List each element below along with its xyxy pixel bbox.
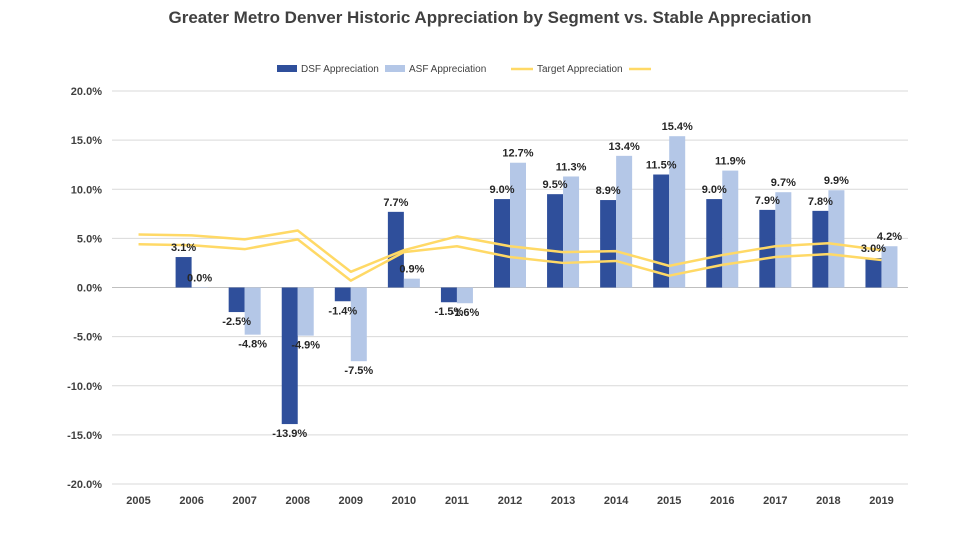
data-label: -1.4% (328, 305, 357, 317)
x-tick-label: 2019 (869, 495, 893, 507)
asf-bar (456, 287, 473, 304)
asf-bar (563, 176, 580, 288)
data-labels: 3.1% -2.5% -13.9% -1.4% 7.7% -1.5% 9.0% 9.5% 8.9… (171, 121, 902, 440)
dsf-bar (812, 210, 829, 288)
legend-swatch (277, 65, 297, 72)
lines (138, 229, 882, 282)
asf-bar (510, 162, 526, 288)
data-label: -1.6% (451, 307, 480, 319)
y-tick-label: -15.0% (67, 430, 102, 442)
data-label: 11.9% (715, 156, 746, 168)
asf-bar (616, 155, 633, 288)
x-tick-label: 2005 (126, 495, 150, 507)
x-tick-label: 2012 (498, 495, 522, 507)
data-label: 7.8% (808, 196, 833, 208)
x-tick-label: 2007 (232, 495, 256, 507)
asf-bar (350, 287, 367, 362)
y-tick-label: -10.0% (67, 381, 102, 393)
y-tick-label: -5.0% (73, 332, 102, 344)
legend-label: DSF Appreciation (301, 64, 379, 75)
data-label: 12.7% (502, 148, 533, 160)
dsf-bar (228, 287, 245, 313)
dsf-bar (175, 257, 192, 288)
data-label: 3.0% (861, 243, 886, 255)
data-label: 13.4% (609, 141, 640, 153)
dsf-bar (600, 200, 617, 288)
dsf-bar (547, 194, 564, 288)
x-tick-label: 2017 (763, 495, 787, 507)
legend-swatch (385, 65, 405, 72)
data-label: 9.0% (702, 184, 727, 196)
data-label: -7.5% (344, 365, 373, 377)
data-label: -4.9% (291, 340, 320, 352)
data-label: -1.5% (435, 306, 464, 318)
x-tick-label: 2014 (604, 495, 629, 507)
dsf-bar (281, 287, 298, 425)
data-label: 9.0% (489, 184, 514, 196)
asf-bar (828, 190, 845, 288)
y-axis: -20.0% -15.0% -10.0% -5.0% 0.0% 5.0% 10.0% 15.0… (67, 86, 102, 491)
y-tick-label: -20.0% (67, 479, 102, 491)
dsf-bar (653, 174, 670, 288)
legend: DSF Appreciation ASF Appreciation Target A… (277, 64, 651, 75)
bars (175, 136, 898, 425)
data-label: 4.2% (877, 231, 902, 243)
asf-bar (403, 278, 420, 288)
x-tick-label: 2016 (710, 495, 734, 507)
data-label: 0.0% (187, 273, 212, 285)
data-label: 9.7% (771, 177, 796, 189)
y-tick-label: 0.0% (77, 283, 102, 295)
asf-bar (722, 170, 739, 288)
target-line (138, 238, 882, 282)
data-label: 9.5% (543, 179, 568, 191)
data-label: 7.7% (383, 197, 408, 209)
dsf-bar (494, 199, 510, 288)
data-label: -4.8% (238, 339, 267, 351)
data-label: 0.9% (399, 264, 424, 276)
dsf-bar (387, 211, 404, 288)
data-label: 3.1% (171, 242, 196, 254)
asf-bar (881, 246, 898, 288)
x-tick-label: 2010 (392, 495, 416, 507)
target-band-line (138, 229, 882, 274)
chart-title: Greater Metro Denver Historic Appreciati… (168, 8, 812, 27)
x-axis: 2005 2006 2007 2008 2009 2010 2011 2012 2013 2014… (126, 495, 893, 507)
data-label: -2.5% (222, 316, 251, 328)
data-label: 8.9% (596, 185, 621, 197)
x-tick-label: 2006 (179, 495, 203, 507)
data-label: 11.3% (556, 161, 587, 173)
asf-bar (297, 287, 314, 336)
data-label: -13.9% (272, 428, 307, 440)
x-tick-label: 2015 (657, 495, 681, 507)
asf-bar (244, 287, 261, 335)
x-tick-label: 2011 (445, 495, 469, 507)
x-tick-label: 2008 (285, 495, 309, 507)
y-tick-label: 20.0% (71, 86, 102, 98)
asf-bar (669, 136, 686, 288)
data-label: 7.9% (755, 195, 780, 207)
x-tick-label: 2009 (339, 495, 363, 507)
y-tick-label: 15.0% (71, 135, 102, 147)
x-tick-label: 2013 (551, 495, 575, 507)
dsf-bar (334, 287, 351, 302)
y-tick-label: 5.0% (77, 233, 102, 245)
y-tick-label: 10.0% (71, 184, 102, 196)
dsf-bar (706, 199, 723, 288)
data-label: 15.4% (662, 121, 693, 133)
dsf-bar (440, 287, 457, 303)
data-label: 11.5% (646, 160, 677, 172)
asf-bar (191, 287, 208, 288)
data-label: 9.9% (824, 175, 849, 187)
legend-label: ASF Appreciation (409, 64, 486, 75)
asf-bar (775, 192, 792, 288)
legend-label: Target Appreciation (537, 64, 623, 75)
dsf-bar (865, 258, 882, 288)
x-tick-label: 2018 (816, 495, 840, 507)
